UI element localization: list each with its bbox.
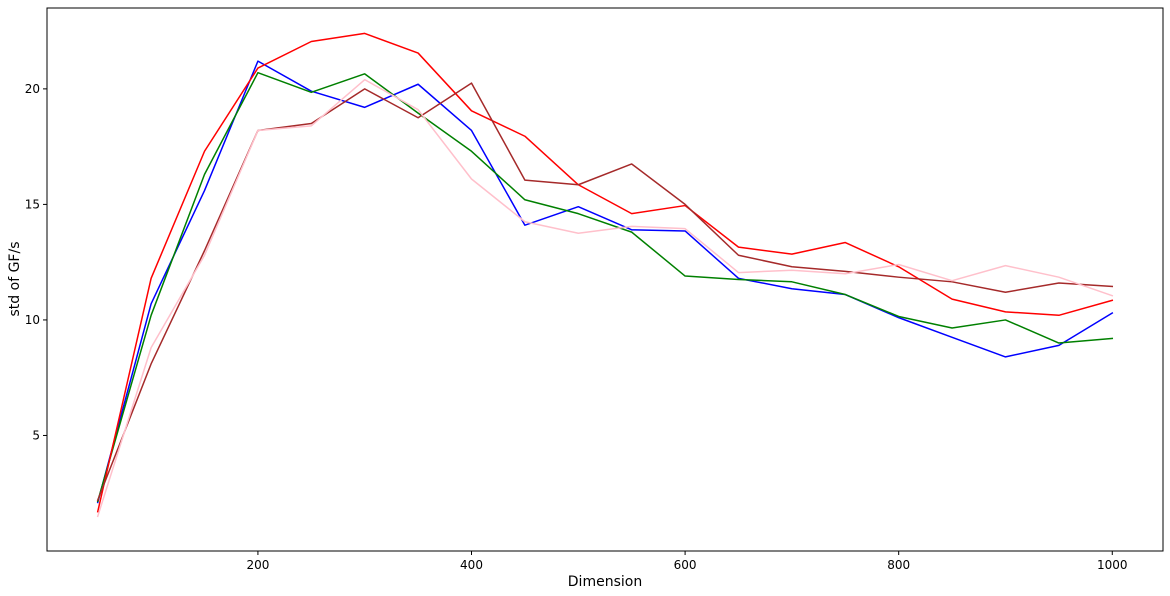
series-line-5 — [96, 78, 1114, 518]
series-line-1 — [96, 60, 1114, 504]
y-axis-label: std of GF/s — [7, 242, 23, 317]
x-tick-label: 200 — [246, 558, 269, 572]
series-layer — [96, 32, 1114, 518]
plot-frame — [46, 7, 1164, 552]
y-tick-label: 15 — [25, 197, 40, 211]
x-tick-label: 1000 — [1097, 558, 1128, 572]
x-axis-label: Dimension — [568, 574, 642, 590]
x-tick-label: 600 — [674, 558, 697, 572]
axes-layer: 200 400 600 800 1000 5 10 15 20 — [25, 7, 1164, 572]
series-line-3 — [96, 32, 1114, 513]
y-tick-label: 20 — [25, 82, 40, 96]
y-tick-label: 10 — [25, 313, 40, 327]
x-tick-label: 800 — [887, 558, 910, 572]
x-tick-label: 400 — [460, 558, 483, 572]
y-tick-label: 5 — [32, 428, 40, 442]
series-line-2 — [96, 71, 1114, 503]
